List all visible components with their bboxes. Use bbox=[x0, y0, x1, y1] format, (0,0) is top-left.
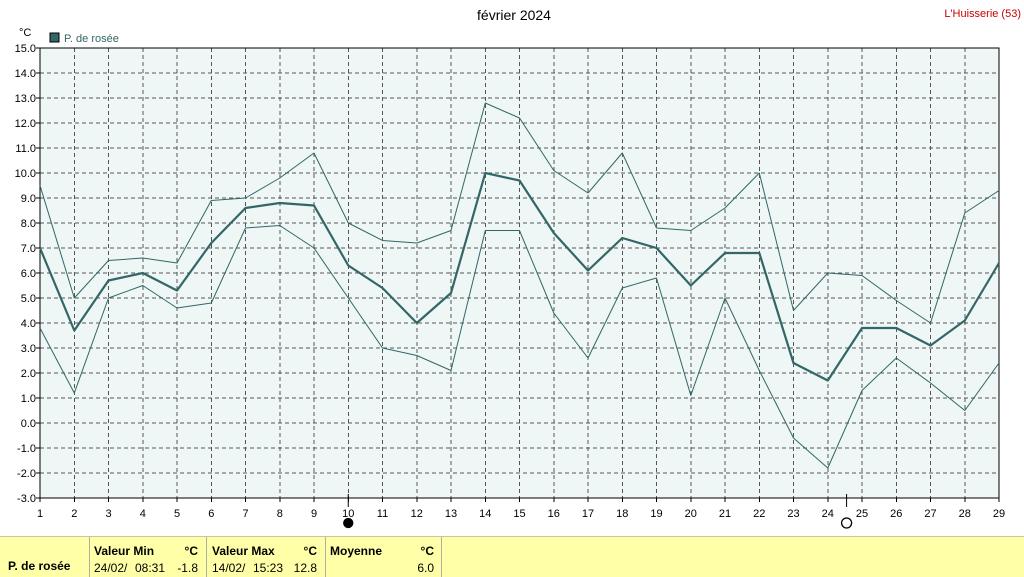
stats-min-cell: Valeur Min °C 24/02/ 08:31 -1.8 bbox=[90, 537, 206, 577]
x-tick-label: 6 bbox=[208, 508, 214, 520]
stats-min-header: Valeur Min bbox=[94, 544, 155, 558]
stats-bar: P. de rosée Valeur Min °C 24/02/ 08:31 -… bbox=[0, 536, 1024, 577]
stats-row-label: P. de rosée bbox=[8, 559, 71, 573]
y-tick-label: 3.0 bbox=[21, 343, 36, 355]
y-tick-label: 1.0 bbox=[21, 393, 36, 405]
y-axis-ticks: -3.0 -2.0 -1.0 0.0 1.0 2.0 3.0 4.0 5.0 6.0 7.0 8.0 9… bbox=[15, 43, 40, 505]
series-line-mean bbox=[38, 171, 1000, 382]
x-tick-label: 28 bbox=[959, 508, 971, 520]
x-tick-label: 13 bbox=[445, 508, 457, 520]
chart-title: février 2024 bbox=[477, 7, 551, 23]
divider bbox=[206, 537, 207, 577]
x-tick-label: 2 bbox=[71, 508, 77, 520]
stats-row-label-cell: P. de rosée bbox=[0, 537, 90, 577]
stats-min-unit: °C bbox=[184, 544, 198, 558]
station-name: L'Huisserie (53) bbox=[944, 8, 1021, 20]
divider bbox=[89, 537, 90, 577]
x-tick-label: 17 bbox=[582, 508, 594, 520]
legend-label: P. de rosée bbox=[64, 33, 119, 45]
stats-avg-value: 6.0 bbox=[417, 561, 434, 575]
x-tick-label: 25 bbox=[856, 508, 868, 520]
series-line-max bbox=[39, 102, 1000, 324]
legend: P. de rosée bbox=[49, 32, 119, 45]
x-tick-label: 5 bbox=[174, 508, 180, 520]
stats-avg-cell: Moyenne °C 6.0 bbox=[326, 537, 441, 577]
series-line-min bbox=[39, 225, 1000, 469]
stats-min-date: 24/02/ bbox=[94, 561, 128, 575]
x-tick-label: 20 bbox=[685, 508, 697, 520]
x-tick-label: 11 bbox=[377, 508, 388, 520]
y-tick-label: 7.0 bbox=[21, 243, 36, 255]
y-tick-label: 14.0 bbox=[15, 68, 36, 80]
grid bbox=[39, 47, 1000, 499]
moon-phases bbox=[343, 494, 853, 529]
divider bbox=[441, 537, 442, 577]
stats-min-time: 08:31 bbox=[135, 561, 166, 575]
y-tick-label: 4.0 bbox=[21, 318, 36, 330]
stats-max-value: 12.8 bbox=[293, 561, 317, 575]
dewpoint-chart: février 2024 L'Huisserie (53) °C -3.0 -2.… bbox=[15, 7, 1021, 529]
stats-max-cell: Valeur Max °C 14/02/ 15:23 12.8 bbox=[207, 537, 325, 577]
divider bbox=[325, 537, 326, 577]
y-tick-label: 15.0 bbox=[15, 43, 36, 55]
x-tick-label: 3 bbox=[105, 508, 111, 520]
y-tick-label: 12.0 bbox=[15, 118, 36, 130]
y-tick-label: -1.0 bbox=[17, 443, 36, 455]
stats-max-date: 14/02/ bbox=[212, 561, 246, 575]
y-tick-label: 2.0 bbox=[21, 368, 36, 380]
x-tick-label: 29 bbox=[993, 508, 1005, 520]
y-tick-label: 10.0 bbox=[15, 168, 36, 180]
y-tick-label: -2.0 bbox=[17, 468, 36, 480]
stats-avg-unit: °C bbox=[420, 544, 434, 558]
stats-max-unit: °C bbox=[303, 544, 317, 558]
x-tick-label: 24 bbox=[822, 508, 834, 520]
y-tick-label: -3.0 bbox=[17, 493, 36, 505]
x-tick-label: 10 bbox=[342, 508, 354, 520]
y-tick-label: 6.0 bbox=[21, 268, 36, 280]
x-axis-ticks: 1 2 3 4 5 6 7 8 9 10 11 12 13 14 15 16 17 18 19 20 21 22 23 24 2… bbox=[37, 498, 1005, 520]
x-tick-label: 9 bbox=[311, 508, 317, 520]
x-tick-label: 27 bbox=[924, 508, 936, 520]
stats-avg-header: Moyenne bbox=[330, 544, 383, 558]
x-tick-label: 23 bbox=[787, 508, 799, 520]
y-tick-label: 0.0 bbox=[21, 418, 36, 430]
x-tick-label: 14 bbox=[479, 508, 491, 520]
x-tick-label: 4 bbox=[140, 508, 146, 520]
series-lines bbox=[38, 102, 1000, 469]
stats-min-value: -1.8 bbox=[177, 561, 198, 575]
full-moon-icon bbox=[840, 517, 853, 529]
x-tick-label: 16 bbox=[548, 508, 560, 520]
y-tick-label: 8.0 bbox=[21, 218, 36, 230]
x-tick-label: 15 bbox=[513, 508, 525, 520]
x-tick-label: 22 bbox=[753, 508, 765, 520]
y-axis-unit: °C bbox=[19, 27, 31, 39]
x-tick-label: 1 bbox=[37, 508, 43, 520]
y-tick-label: 13.0 bbox=[15, 93, 36, 105]
x-tick-label: 12 bbox=[411, 508, 423, 520]
x-tick-label: 19 bbox=[650, 508, 662, 520]
x-tick-label: 21 bbox=[719, 508, 731, 520]
legend-swatch bbox=[49, 32, 60, 43]
new-moon-icon bbox=[343, 517, 354, 529]
x-tick-label: 8 bbox=[277, 508, 283, 520]
y-tick-label: 11.0 bbox=[15, 143, 36, 155]
x-tick-label: 7 bbox=[242, 508, 248, 520]
stats-max-time: 15:23 bbox=[253, 561, 284, 575]
y-tick-label: 9.0 bbox=[21, 193, 36, 205]
y-tick-label: 5.0 bbox=[21, 293, 36, 305]
stats-max-header: Valeur Max bbox=[212, 544, 275, 558]
x-tick-label: 26 bbox=[890, 508, 902, 520]
x-tick-label: 18 bbox=[616, 508, 628, 520]
